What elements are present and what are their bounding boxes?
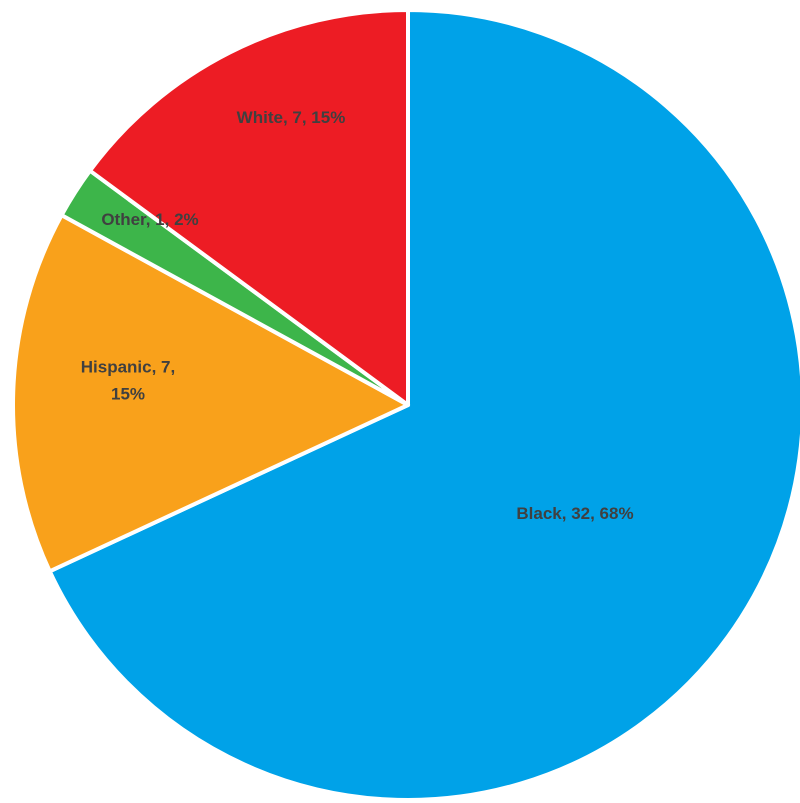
data-label-line: Other, 1, 2% [101,210,198,229]
pie-slices [11,8,800,802]
data-label-white: White, 7, 15% [237,108,346,127]
data-label-other: Other, 1, 2% [101,210,198,229]
data-label-black: Black, 32, 68% [516,504,633,523]
pie-slice-black [47,8,800,802]
data-label-hispanic: Hispanic, 7, 15% [81,358,175,404]
data-label-line: Hispanic, 7, [81,358,175,377]
data-label-line: White, 7, 15% [237,108,346,127]
data-label-line: 15% [111,385,145,404]
pie-labels: Black, 32, 68% Hispanic, 7, 15% Other, 1, 2… [81,108,634,523]
pie-slice-hispanic [11,213,410,574]
pie-slice-white [87,8,410,407]
data-label-line: Black, 32, 68% [516,504,633,523]
